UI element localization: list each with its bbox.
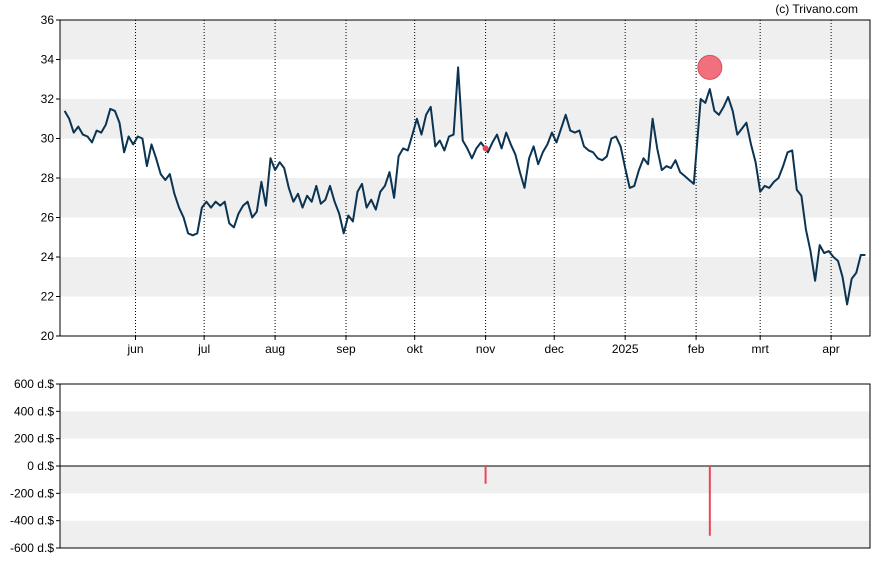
volume-band <box>60 438 870 466</box>
volume-band <box>60 466 870 494</box>
y-tick-label: 34 <box>41 53 55 67</box>
y-tick-label: 36 <box>41 13 55 27</box>
volume-y-tick-label: 600 d.$ <box>14 377 54 391</box>
x-tick-label: jul <box>197 342 210 356</box>
price-band <box>60 217 870 257</box>
price-plot-frame <box>59 19 871 337</box>
y-tick-label: 28 <box>41 171 55 185</box>
trade-marker <box>482 145 489 152</box>
price-band <box>60 20 870 60</box>
x-tick-label: apr <box>822 342 839 356</box>
volume-y-tick-label: -400 d.$ <box>10 514 54 528</box>
x-tick-label: aug <box>265 342 285 356</box>
x-tick-label: 2025 <box>612 342 639 356</box>
price-series-line <box>63 66 866 306</box>
y-tick-label: 26 <box>41 211 55 225</box>
volume-plot-frame <box>59 383 871 549</box>
volume-band <box>60 493 870 521</box>
price-band <box>60 178 870 218</box>
x-tick-label: jun <box>127 342 144 356</box>
volume-band <box>60 520 870 548</box>
volume-band <box>60 384 870 412</box>
price-band <box>60 296 870 336</box>
y-tick-label: 22 <box>41 290 55 304</box>
x-tick-label: feb <box>688 342 705 356</box>
x-tick-label: okt <box>407 342 424 356</box>
x-tick-label: mrt <box>752 342 770 356</box>
volume-y-tick-label: -200 d.$ <box>10 486 54 500</box>
volume-band <box>60 411 870 439</box>
x-tick-label: nov <box>476 342 495 356</box>
price-band <box>60 59 870 99</box>
price-band <box>60 257 870 297</box>
credit-text: (c) Trivano.com <box>775 2 858 16</box>
y-tick-label: 20 <box>41 329 55 343</box>
volume-y-tick-label: 200 d.$ <box>14 432 54 446</box>
volume-y-tick-label: 400 d.$ <box>14 404 54 418</box>
x-tick-label: sep <box>336 342 356 356</box>
x-tick-label: dec <box>545 342 564 356</box>
volume-y-tick-label: 0 d.$ <box>27 459 54 473</box>
y-tick-label: 32 <box>41 92 55 106</box>
y-tick-label: 30 <box>41 132 55 146</box>
volume-y-tick-label: -600 d.$ <box>10 541 54 555</box>
trade-marker <box>697 54 723 80</box>
y-tick-label: 24 <box>41 250 55 264</box>
